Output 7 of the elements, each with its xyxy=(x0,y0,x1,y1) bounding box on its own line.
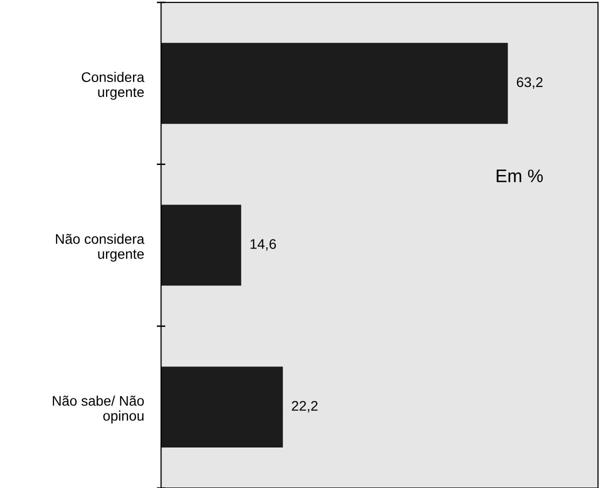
data-label: 63,2 xyxy=(516,77,543,89)
y-tick-label: Considera urgente xyxy=(82,72,144,100)
y-tick-label: Não sabe/ Não opinou xyxy=(52,396,144,424)
annotation: Em % xyxy=(496,170,543,182)
y-tick-label: Não considera urgente xyxy=(56,234,144,262)
data-label: 14,6 xyxy=(250,239,276,251)
data-label: 22,2 xyxy=(292,400,318,412)
